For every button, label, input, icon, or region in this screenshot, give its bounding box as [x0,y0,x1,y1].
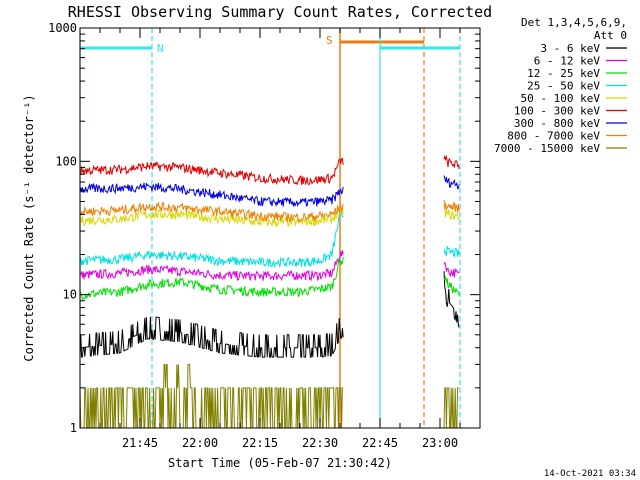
series-line [79,154,460,186]
series-line [79,206,460,228]
series-line [79,250,460,282]
legend-label: 12 - 25 keV [527,67,600,80]
footer-date: 14-Oct-2021 03:34 [544,469,636,479]
series-line [79,271,460,358]
series-line [79,199,460,223]
x-axis: 21:45 22:00 22:15 22:30 22:45 23:00 [99,28,461,450]
y-axis-label: Corrected Count Rate (s⁻¹ detector⁻¹) [22,94,36,361]
series-line [79,256,460,301]
y-tick-label: 1000 [48,21,77,35]
x-tick-label: 23:00 [422,436,458,450]
legend-label: 6 - 12 keV [534,55,601,68]
legend-label: 300 - 800 keV [514,117,600,130]
x-tick-label: 22:30 [302,436,338,450]
legend-label: 3 - 6 keV [540,42,600,55]
series-line [79,363,460,429]
x-tick-label: 22:00 [182,436,218,450]
x-tick-label: 21:45 [122,436,158,450]
legend-title: Det 1,3,4,5,6,9, [521,16,627,29]
y-axis: 1 10 100 1000 [48,21,480,435]
legend-label: 800 - 7000 keV [507,130,600,143]
y-tick-label: 10 [63,288,77,302]
legend-label: 25 - 50 keV [527,80,600,93]
saa-flag-label: S [326,34,333,47]
y-tick-label: 100 [55,154,77,168]
x-tick-label: 22:15 [242,436,278,450]
x-axis-label: Start Time (05-Feb-07 21:30:42) [168,456,392,470]
legend-label: 100 - 300 keV [514,105,600,118]
series-group [79,154,460,429]
legend-subtitle: Att 0 [594,29,627,42]
series-line [79,210,460,268]
x-tick-label: 22:45 [362,436,398,450]
y-tick-label: 1 [70,421,77,435]
event-markers: NS [79,28,461,428]
legend-label: 50 - 100 keV [521,92,601,105]
chart-title: RHESSI Observing Summary Count Rates, Co… [68,3,492,21]
night-flag-label: N [157,42,164,55]
series-line [79,175,460,208]
legend-label: 7000 - 15000 keV [494,142,600,155]
plot-frame [79,27,481,429]
